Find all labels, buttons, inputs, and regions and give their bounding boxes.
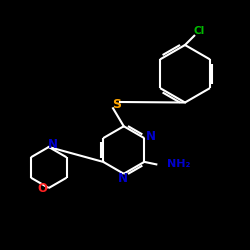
Text: N: N — [118, 172, 128, 185]
Text: N: N — [48, 138, 58, 151]
Text: O: O — [38, 182, 48, 195]
Text: S: S — [112, 98, 121, 112]
Text: Cl: Cl — [193, 26, 204, 36]
Text: NH₂: NH₂ — [167, 160, 190, 170]
Text: N: N — [146, 130, 156, 143]
